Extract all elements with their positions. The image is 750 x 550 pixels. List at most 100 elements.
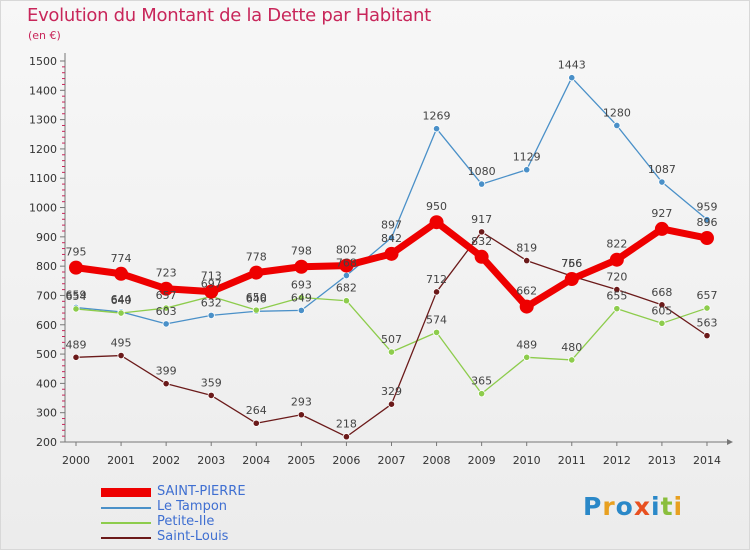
- data-point: [658, 319, 666, 327]
- data-point: [564, 272, 579, 287]
- data-label: 795: [66, 246, 87, 259]
- legend-label: Le Tampon: [157, 499, 228, 514]
- proxiti-logo: Proxiti: [583, 492, 684, 521]
- data-label: 842: [381, 232, 402, 245]
- data-label: 682: [336, 282, 357, 295]
- chart-title: Evolution du Montant de la Dette par Hab…: [27, 5, 431, 26]
- legend-label: Saint-Louis: [157, 529, 229, 544]
- x-tick-label: 2014: [693, 454, 721, 467]
- data-label: 603: [156, 305, 177, 318]
- data-point: [699, 231, 714, 246]
- data-label: 959: [696, 201, 717, 214]
- data-point: [69, 260, 83, 275]
- x-axis-arrow: [727, 439, 733, 445]
- data-point: [474, 249, 489, 264]
- data-point: [613, 305, 621, 313]
- data-point: [703, 215, 711, 224]
- data-point: [294, 259, 309, 274]
- data-point: [478, 228, 486, 236]
- data-point: [162, 320, 170, 328]
- data-point: [207, 311, 215, 319]
- data-label: 723: [156, 267, 177, 280]
- data-point: [342, 271, 351, 280]
- data-label: 774: [111, 252, 132, 265]
- data-label: 822: [606, 238, 627, 251]
- data-label: 693: [291, 279, 312, 292]
- data-point: [117, 351, 125, 360]
- data-label: 507: [381, 333, 402, 346]
- data-label: 293: [291, 396, 312, 409]
- data-label: 657: [156, 289, 177, 302]
- data-label: 489: [66, 338, 87, 351]
- data-label: 778: [246, 251, 267, 264]
- data-label: 927: [651, 207, 672, 220]
- data-point: [658, 301, 666, 309]
- legend-item: SAINT-PIERRE: [101, 484, 341, 500]
- data-label: 574: [426, 313, 447, 326]
- data-label: 489: [516, 338, 537, 351]
- data-label: 1269: [423, 110, 451, 123]
- data-label: 697: [201, 277, 222, 290]
- data-point: [384, 246, 399, 261]
- x-tick-label: 2005: [287, 454, 315, 467]
- data-point: [387, 234, 396, 242]
- data-label: 632: [201, 296, 222, 309]
- data-label: 896: [696, 216, 717, 229]
- data-label: 563: [696, 317, 717, 330]
- axes: 200 300 400 500 600 700 800 900 1000 1100 1200 1300…: [29, 53, 733, 467]
- x-tick-label: 2004: [242, 454, 270, 467]
- data-label: 802: [336, 244, 357, 257]
- data-label: 712: [426, 273, 447, 286]
- x-tick-label: 2006: [332, 454, 360, 467]
- data-point: [159, 281, 174, 296]
- data-point: [478, 390, 486, 398]
- data-point: [297, 411, 305, 419]
- data-point: [249, 265, 264, 280]
- legend: SAINT-PIERRE Le Tampon Petite-Ile Saint-Lou…: [101, 484, 341, 545]
- data-point: [523, 353, 531, 361]
- data-label: 649: [291, 291, 312, 304]
- data-point: [432, 328, 441, 336]
- x-tick-label: 2000: [62, 454, 90, 467]
- y-tick-label: 1300: [29, 114, 57, 127]
- series-layer: [69, 74, 714, 441]
- data-label: 359: [201, 376, 222, 389]
- data-point: [613, 285, 621, 294]
- legend-swatch: [101, 488, 151, 497]
- data-point: [658, 178, 666, 186]
- x-tick-label: 2010: [513, 454, 541, 467]
- x-tick-label: 2008: [423, 454, 451, 467]
- legend-swatch: [101, 507, 151, 509]
- data-label: 644: [111, 293, 132, 306]
- legend-item: Saint-Louis: [101, 529, 341, 545]
- data-label: 650: [246, 291, 267, 304]
- data-point: [114, 266, 129, 281]
- data-point: [613, 121, 621, 130]
- data-label: 720: [606, 271, 627, 284]
- data-point: [207, 391, 215, 400]
- data-label: 646: [246, 292, 267, 305]
- data-point: [519, 299, 534, 314]
- y-tick-label: 400: [36, 377, 57, 390]
- data-label: 950: [426, 200, 447, 213]
- y-tick-label: 300: [36, 407, 57, 420]
- data-point: [339, 258, 354, 273]
- data-point: [297, 293, 305, 302]
- data-label: 832: [471, 235, 492, 248]
- data-label: 756: [561, 257, 582, 270]
- y-tick-label: 900: [36, 231, 57, 244]
- y-tick-label: 700: [36, 289, 57, 302]
- data-point: [117, 309, 125, 317]
- data-label: 399: [156, 365, 177, 378]
- data-label: 662: [516, 285, 537, 298]
- legend-swatch: [101, 522, 151, 524]
- data-label: 766: [561, 257, 582, 270]
- data-point: [387, 400, 396, 408]
- data-label: 668: [651, 286, 672, 299]
- data-point: [342, 433, 351, 441]
- data-labels-layer: 659 644 603 632 646 649 768 897 1269 1080 1129 1443…: [66, 59, 718, 431]
- data-point: [429, 215, 444, 230]
- data-label: 218: [336, 418, 357, 431]
- data-point: [72, 305, 80, 313]
- data-point: [432, 288, 441, 296]
